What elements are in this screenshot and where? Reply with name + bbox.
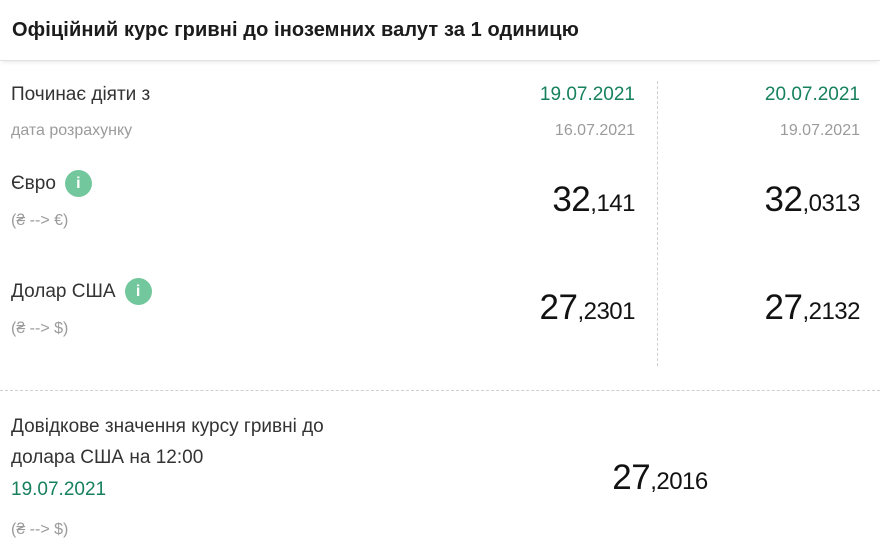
reference-rate-value-cell: 27,2016 [440,460,880,496]
reference-title-line1: Довідкове значення курсу гривні до [11,416,324,437]
reference-date-link[interactable]: 19.07.2021 [11,479,107,500]
rate-value: 27,2132 [764,288,861,327]
reference-title-line2: долара США на 12:00 [11,447,204,468]
rates-header-row: Починає діяти з дата розрахунку 19.07.20… [0,83,880,140]
euro-name-line: Євро i [11,170,440,197]
usd-rate-col1: 27,2301 [440,290,657,326]
rate-row-usd: Долар США i (₴ --> $) 27,2301 27,2132 [0,278,880,338]
usd-rate-col2: 27,2132 [657,290,880,326]
euro-labels: Євро i (₴ --> €) [0,170,440,230]
currency-pair-usd: (₴ --> $) [11,320,69,337]
calculation-date-label: дата розрахунку [11,122,133,139]
effective-from-label: Починає діяти з [11,84,151,105]
column-1-dates: 19.07.2021 16.07.2021 [440,83,657,140]
currency-name-usd: Долар США [11,281,116,302]
usd-name-line: Долар США i [11,278,440,305]
euro-rate-col1: 32,141 [440,182,657,218]
column-2-dates: 20.07.2021 19.07.2021 [657,83,880,140]
rate-value: 32,0313 [764,180,861,219]
rate-value: 27,2016 [612,458,708,497]
rates-table: Починає діяти з дата розрахунку 19.07.20… [0,61,880,391]
currency-name-euro: Євро [11,173,56,194]
column-1-calculation-date: 16.07.2021 [554,122,635,139]
column-2-calculation-date: 19.07.2021 [779,122,860,139]
usd-labels: Долар США i (₴ --> $) [0,278,440,338]
column-2-effective-date: 20.07.2021 [764,84,860,105]
rate-row-euro: Євро i (₴ --> €) 32,141 32,0313 [0,170,880,230]
rates-header-labels: Починає діяти з дата розрахунку [0,83,440,140]
info-icon[interactable]: i [64,170,92,197]
currency-pair-euro: (₴ --> €) [11,212,69,229]
page-title: Офіційний курс гривні до іноземних валут… [0,0,880,61]
exchange-rates-widget: Офіційний курс гривні до іноземних валут… [0,0,880,538]
reference-rate-section: Довідкове значення курсу гривні до долар… [0,391,880,558]
column-1-effective-date: 19.07.2021 [539,84,635,105]
info-icon[interactable]: i [124,278,152,305]
column-divider [657,81,658,366]
rate-value: 32,141 [552,180,635,219]
currency-pair-reference: (₴ --> $) [11,521,69,538]
reference-labels: Довідкове значення курсу гривні до долар… [0,411,440,539]
rate-value: 27,2301 [539,288,636,327]
euro-rate-col2: 32,0313 [657,182,880,218]
